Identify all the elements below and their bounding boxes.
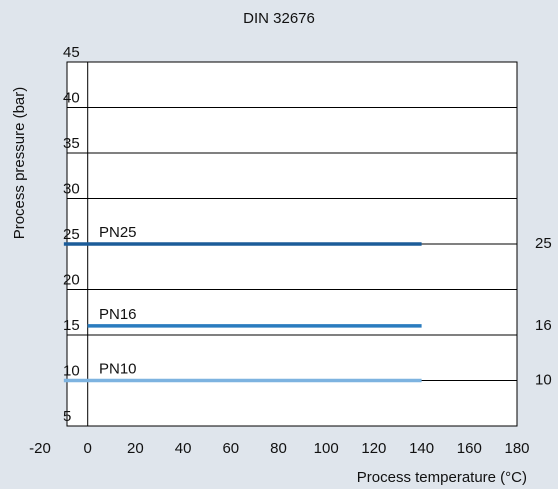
series-label: PN25 — [99, 224, 137, 241]
x-tick-label: -20 — [29, 440, 51, 457]
y-tick-label: 15 — [63, 317, 80, 334]
y-axis-label: Process pressure (bar) — [11, 87, 28, 240]
x-tick-label: 180 — [504, 440, 529, 457]
x-tick-label: 120 — [361, 440, 386, 457]
x-tick-label: 0 — [84, 440, 92, 457]
y-tick-label: 40 — [63, 89, 80, 106]
y-tick-label: 20 — [63, 271, 80, 288]
x-tick-label: 160 — [457, 440, 482, 457]
value-label: 16 — [535, 317, 552, 334]
value-label: 10 — [535, 371, 552, 388]
series-label: PN16 — [99, 306, 137, 323]
y-tick-label: 5 — [63, 408, 71, 425]
x-tick-label: 20 — [127, 440, 144, 457]
x-tick-label: 100 — [314, 440, 339, 457]
y-tick-label: 10 — [63, 362, 80, 379]
x-tick-label: 140 — [409, 440, 434, 457]
series-label: PN10 — [99, 360, 137, 377]
x-tick-label: 80 — [270, 440, 287, 457]
x-tick-label: 40 — [175, 440, 192, 457]
y-tick-label: 35 — [63, 135, 80, 152]
x-tick-label: 60 — [222, 440, 239, 457]
chart-title: DIN 32676 — [243, 10, 315, 27]
value-label: 25 — [535, 235, 552, 252]
y-tick-label: 25 — [63, 226, 80, 243]
x-axis-label: Process temperature (°C) — [357, 469, 527, 486]
y-tick-label: 45 — [63, 44, 80, 61]
y-tick-label: 30 — [63, 180, 80, 197]
